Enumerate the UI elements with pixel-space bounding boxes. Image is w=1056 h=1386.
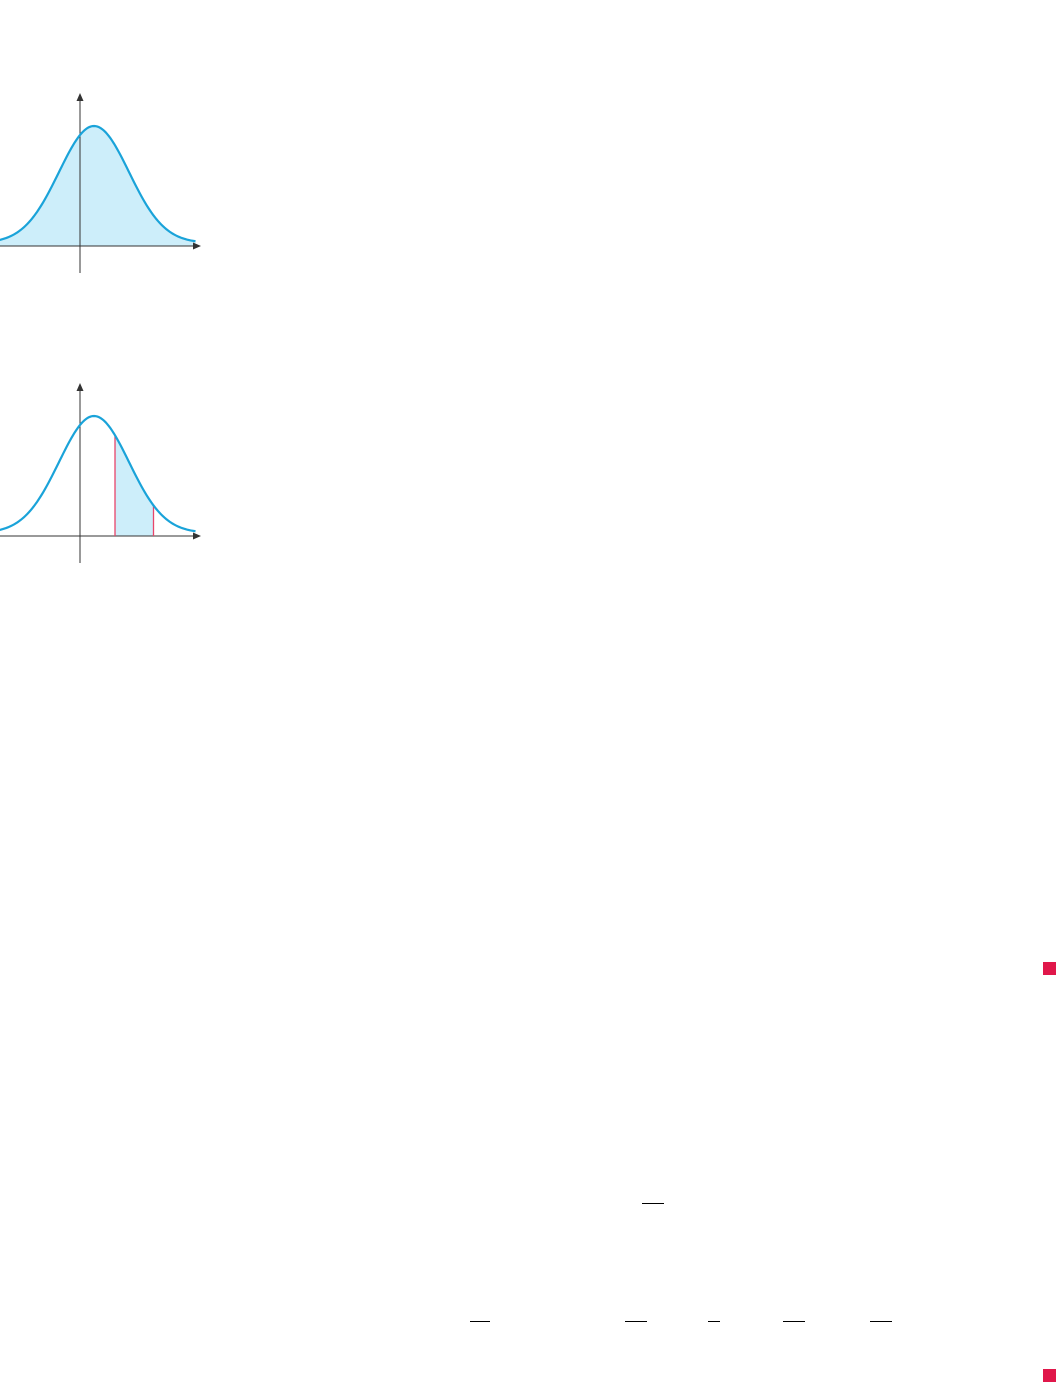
fraction-bar bbox=[642, 1203, 664, 1204]
end-of-example-marker bbox=[1043, 962, 1056, 975]
density-curve bbox=[0, 124, 196, 243]
fraction-bar bbox=[870, 1321, 892, 1322]
x-axis-arrow-icon bbox=[193, 532, 201, 540]
density-plot-1 bbox=[0, 93, 201, 273]
fraction-bar bbox=[708, 1321, 720, 1322]
density-figure-total-area bbox=[0, 85, 215, 280]
y-axis-arrow-icon bbox=[76, 93, 84, 101]
shaded-interval-area bbox=[115, 435, 154, 536]
fraction-bar bbox=[783, 1321, 805, 1322]
density-plot-2 bbox=[0, 383, 201, 563]
x-axis-arrow-icon bbox=[193, 242, 201, 250]
y-axis-arrow-icon bbox=[76, 383, 84, 391]
fraction-bar bbox=[625, 1321, 647, 1322]
density-curve bbox=[0, 414, 196, 533]
end-of-example-marker bbox=[1043, 1369, 1056, 1382]
density-figure-interval-area bbox=[0, 375, 215, 570]
fraction-bar bbox=[470, 1321, 490, 1322]
shaded-area bbox=[0, 126, 196, 246]
